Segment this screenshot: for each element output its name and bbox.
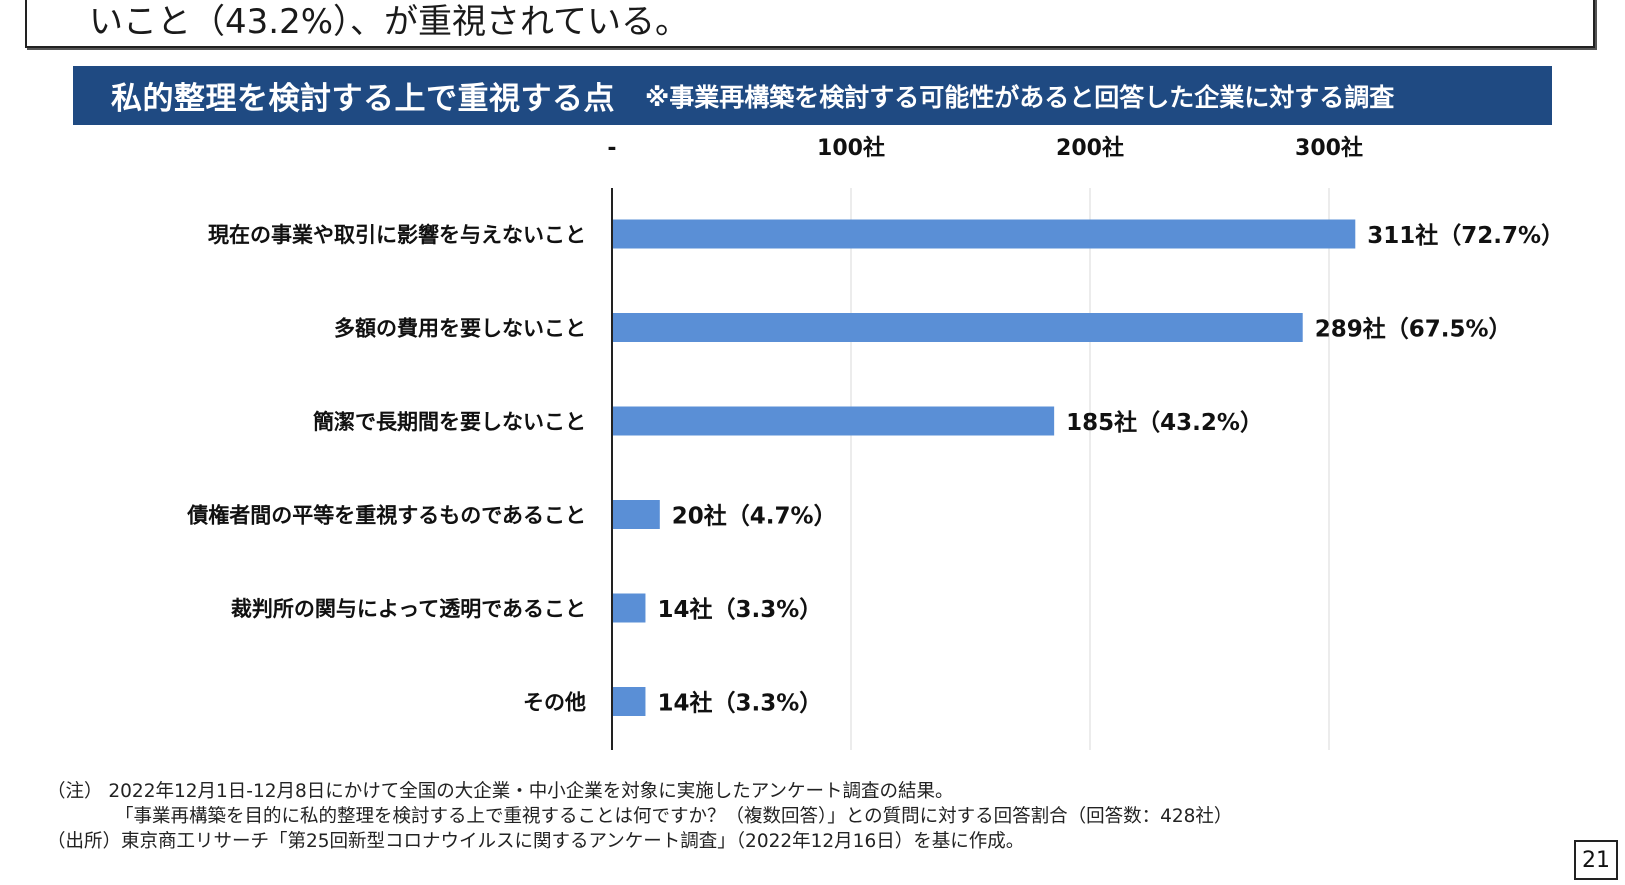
footnote-question: 「事業再構築を目的に私的整理を検討する上で重視することは何ですか？（複数回答）」… <box>115 806 1233 827</box>
page-number: 21 <box>1574 840 1618 880</box>
x-tick-label: 200社 <box>1056 135 1124 161</box>
chart-subtitle: ※事業再構築を検討する可能性があると回答した企業に対する調査 <box>645 82 1395 112</box>
bar <box>612 219 1356 249</box>
x-tick-label: 100社 <box>817 135 885 161</box>
data-label: 14社（3.3%） <box>657 690 822 717</box>
bar <box>612 500 660 529</box>
bar <box>612 593 646 623</box>
data-label: 14社（3.3%） <box>657 596 822 623</box>
category-label: 債権者間の平等を重視するものであること <box>186 504 586 528</box>
category-label: 簡潔で長期間を要しないこと <box>313 410 586 434</box>
x-tick-label: 300社 <box>1295 135 1363 161</box>
summary-box: いこと（43.2%）、が重視されている。 <box>25 0 1595 48</box>
category-label: 裁判所の関与によって透明であること <box>231 597 586 621</box>
x-tick-label: - <box>607 136 616 161</box>
chart-title: 私的整理を検討する上で重視する点 <box>111 81 615 117</box>
bar <box>612 687 646 716</box>
category-label: 多額の費用を要しないこと <box>334 317 586 341</box>
data-label: 20社（4.7%） <box>672 503 837 530</box>
summary-text: いこと（43.2%）、が重視されている。 <box>89 2 689 42</box>
bar <box>612 406 1055 436</box>
category-label: 現在の事業や取引に影響を与えないこと <box>208 223 586 247</box>
category-label: その他 <box>523 691 586 715</box>
footnote-source: （出所）東京商工リサーチ「第25回新型コロナウイルスに関するアンケート調査」（2… <box>47 831 1025 852</box>
chart-title-bar: 私的整理を検討する上で重視する点 ※事業再構築を検討する可能性があると回答した企… <box>73 66 1552 125</box>
bar <box>612 313 1303 342</box>
data-label: 185社（43.2%） <box>1066 409 1263 436</box>
data-label: 311社（72.7%） <box>1367 222 1564 249</box>
footnotes: （注） 2022年12月1日-12月8日にかけて全国の大企業・中小企業を対象に実… <box>47 779 1232 854</box>
footnote-survey: （注） 2022年12月1日-12月8日にかけて全国の大企業・中小企業を対象に実… <box>47 781 954 802</box>
data-label: 289社（67.5%） <box>1315 316 1512 343</box>
